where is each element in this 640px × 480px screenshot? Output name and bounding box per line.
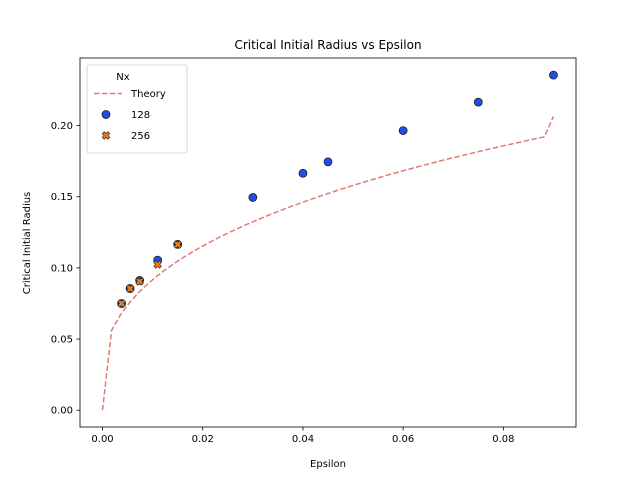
point-128 [549, 70, 558, 80]
x-tick-label: 0.06 [392, 434, 414, 445]
y-tick-label: 0.00 [51, 406, 73, 417]
x-tick-label: 0.04 [292, 434, 314, 445]
point-256 [125, 284, 135, 293]
point-128 [473, 97, 483, 107]
legend-label: 256 [131, 131, 150, 142]
x-marker-256 [125, 284, 135, 293]
theory-line [101, 115, 555, 411]
legend-title: Nx [116, 72, 129, 83]
legend-box [86, 64, 188, 154]
y-tick-label: 0.10 [51, 263, 73, 274]
x-tick-label: 0.08 [492, 434, 514, 445]
legend-marker-256 [101, 131, 111, 140]
y-tick-label: 0.20 [51, 121, 73, 132]
point-256 [173, 240, 182, 249]
y-axis-label: Critical Initial Radius [22, 192, 33, 295]
point-128 [323, 157, 333, 167]
y-tick-label: 0.05 [51, 335, 73, 346]
x-marker-256 [135, 277, 144, 286]
y-tick-label: 0.15 [51, 192, 73, 203]
chart-title: Critical Initial Radius vs Epsilon [234, 38, 421, 52]
point-256 [135, 277, 144, 286]
legend-marker-128 [101, 110, 111, 119]
axes: 0.00 0.02 0.04 0.06 0.08 0.00 0.05 0.10 0.15 0.20 [51, 57, 577, 445]
legend-x-marker [101, 131, 111, 140]
legend-label: Theory [130, 89, 166, 100]
plot-area [101, 70, 558, 411]
axes-frame [79, 57, 577, 428]
x-marker-256 [173, 240, 182, 249]
legend-label: 128 [131, 110, 150, 121]
x-tick-label: 0.02 [192, 434, 214, 445]
x-marker-256 [153, 260, 162, 269]
point-128 [398, 126, 408, 135]
x-marker-256 [117, 299, 126, 308]
point-256 [153, 260, 162, 269]
point-256 [117, 299, 126, 308]
x-axis-label: Epsilon [310, 459, 346, 470]
x-tick-label: 0.00 [91, 434, 113, 445]
point-128 [298, 168, 308, 178]
point-128 [248, 193, 258, 202]
